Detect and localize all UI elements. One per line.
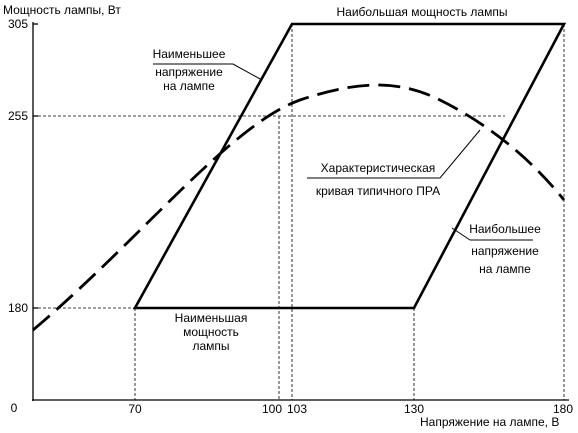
label-max-power: Наибольшая мощность лампы (337, 5, 508, 19)
reference-lines (33, 24, 565, 400)
label-min-voltage: Наименьшее напряжение на лампе (153, 47, 226, 93)
y-tick-label-255: 255 (8, 109, 28, 123)
label-min-power-line3: лампы (192, 339, 229, 353)
label-max-voltage-line3: на лампе (479, 262, 531, 276)
y-tick-label-305: 305 (8, 17, 28, 31)
label-min-voltage-line3: на лампе (163, 79, 215, 93)
leader-min-voltage (153, 63, 263, 81)
x-tick-label-103: 103 (287, 402, 307, 416)
y-axis-title: Мощность лампы, Вт (3, 3, 121, 17)
x-tick-label-100: 100 (262, 402, 282, 416)
leader-max-voltage-link (451, 227, 471, 241)
operating-area-trapezoid (132, 22, 567, 310)
ballast-characteristic-curve (32, 83, 566, 332)
y-tick-label-0: 0 (11, 401, 18, 415)
label-max-voltage: Наибольшее напряжение на лампе (469, 222, 541, 276)
x-tick-label-180: 180 (553, 402, 573, 416)
label-min-power: Наименьшая мощность лампы (175, 311, 248, 353)
label-ballast-curve-line1: Характеристическая (321, 161, 436, 175)
label-min-power-line1: Наименьшая (175, 311, 248, 325)
label-max-voltage-line2: напряжение (471, 244, 539, 258)
leader-lines (153, 63, 533, 241)
x-axis-title: Напряжение на лампе, В (420, 415, 559, 429)
label-max-voltage-line1: Наибольшее (469, 222, 541, 236)
y-tick-label-180: 180 (8, 301, 28, 315)
x-tick-label-70: 70 (128, 402, 142, 416)
x-tick-label-130: 130 (404, 402, 424, 416)
label-min-voltage-line2: напряжение (155, 65, 223, 79)
label-ballast-curve: Характеристическая кривая типичного ПРА (316, 161, 440, 198)
label-ballast-curve-line2: кривая типичного ПРА (316, 184, 440, 198)
axes (32, 22, 569, 401)
label-min-power-line2: мощность (183, 325, 239, 339)
leader-ballast-curve (307, 129, 481, 179)
label-min-voltage-line1: Наименьшее (153, 47, 226, 61)
